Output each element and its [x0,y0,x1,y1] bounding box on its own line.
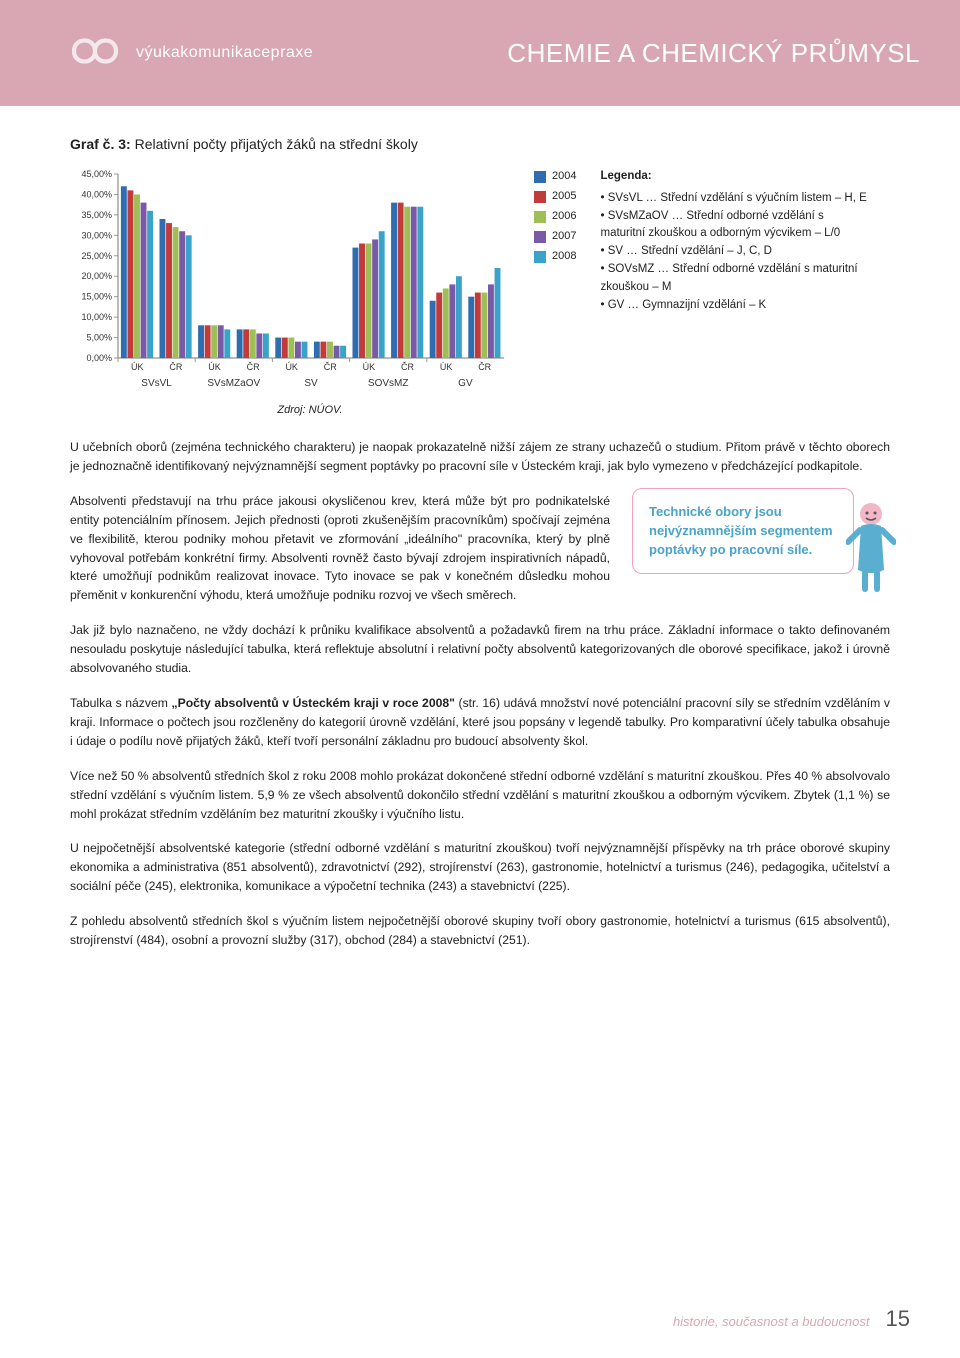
logo: výukakomunikacepraxe [60,27,313,80]
svg-text:SOVsMZ: SOVsMZ [368,378,409,389]
chart-title-prefix: Graf č. 3: [70,136,131,152]
series-legend-row: 2006 [534,208,576,225]
svg-text:ÚK: ÚK [363,362,376,372]
series-legend-row: 2005 [534,188,576,205]
legend-items-list: SVsVL … Střední vzdělání s výučním liste… [600,190,870,315]
svg-text:45,00%: 45,00% [81,169,112,179]
legend-item: SVsVL … Střední vzdělání s výučním liste… [600,190,870,208]
callout-wrap: Absolventi představují na trhu práce jak… [70,492,890,605]
svg-text:SVsMZaOV: SVsMZaOV [207,378,260,389]
callout-box: Technické obory jsou nejvýznamnějším seg… [632,488,854,575]
bar-chart-svg: 45,00% 40,00% 35,00% 30,00% 25,00% 20,00% 15,0… [70,168,510,398]
series-year: 2008 [552,248,576,265]
svg-text:ÚK: ÚK [208,362,221,372]
svg-text:ČR: ČR [478,362,491,372]
svg-text:GV: GV [458,378,473,389]
paragraph-3: Jak již bylo naznačeno, ne vždy dochází … [70,621,890,678]
legend-item: SOVsMZ … Střední odborné vzdělání s matu… [600,261,870,297]
callout-line1: Technické obory jsou [649,504,782,519]
chart-row: 45,00% 40,00% 35,00% 30,00% 25,00% 20,00% 15,0… [70,168,890,398]
person-icon [846,500,896,605]
series-swatch [534,211,546,223]
header-title: CHEMIE A CHEMICKÝ PRŮMYSL [507,38,920,69]
footer: historie, současnost a budoucnost 15 [673,1306,910,1332]
series-year: 2007 [552,228,576,245]
svg-text:ČR: ČR [247,362,260,372]
series-year: 2004 [552,168,576,185]
svg-text:25,00%: 25,00% [81,251,112,261]
series-swatch [534,251,546,263]
svg-text:20,00%: 20,00% [81,271,112,281]
series-legend-row: 2007 [534,228,576,245]
p4a: Tabulka s názvem [70,696,171,710]
legend-item: GV … Gymnazijní vzdělání – K [600,297,870,315]
legend-header: Legenda: [600,168,870,186]
svg-text:5,00%: 5,00% [86,333,112,343]
svg-text:ÚK: ÚK [131,362,144,372]
p4b: „Počty absolventů v Ústeckém kraji v roc… [171,696,454,710]
svg-text:35,00%: 35,00% [81,210,112,220]
legend-item: SV … Střední vzdělání – J, C, D [600,243,870,261]
svg-text:0,00%: 0,00% [86,353,112,363]
legend-item: SVsMZaOV … Střední odborné vzdělání s ma… [600,208,870,244]
svg-text:SVsVL: SVsVL [141,378,172,389]
page-header: výukakomunikacepraxe CHEMIE A CHEMICKÝ P… [0,0,960,106]
logo-text: výukakomunikacepraxe [136,44,313,62]
svg-text:ČR: ČR [401,362,414,372]
paragraph-4: Tabulka s názvem „Počty absolventů v Úst… [70,694,890,751]
callout-line3: poptávky po pracovní síle. [649,542,812,557]
legend-explain: Legenda: SVsVL … Střední vzdělání s výuč… [600,168,870,315]
chart: 45,00% 40,00% 35,00% 30,00% 25,00% 20,00% 15,0… [70,168,510,398]
series-swatch [534,171,546,183]
svg-text:10,00%: 10,00% [81,312,112,322]
chart-source: Zdroj: NÚOV. [70,404,550,416]
svg-text:ČR: ČR [324,362,337,372]
svg-text:15,00%: 15,00% [81,292,112,302]
paragraph-6: U nejpočetnější absolventské kategorie (… [70,839,890,896]
series-year: 2006 [552,208,576,225]
footer-text: historie, současnost a budoucnost [673,1314,870,1329]
series-year: 2005 [552,188,576,205]
paragraph-5: Více než 50 % absolventů středních škol … [70,767,890,824]
series-legend-row: 2004 [534,168,576,185]
series-swatch [534,191,546,203]
knot-icon [60,27,130,80]
svg-text:SV: SV [304,378,318,389]
legend-series: 2004 2005 2006 2007 2008 [534,168,576,268]
svg-text:ÚK: ÚK [440,362,453,372]
chart-title: Graf č. 3: Relativní počty přijatých žák… [70,136,890,152]
series-swatch [534,231,546,243]
page-number: 15 [886,1306,910,1332]
svg-text:ÚK: ÚK [285,362,298,372]
svg-text:30,00%: 30,00% [81,230,112,240]
paragraph-7: Z pohledu absolventů středních škol s vý… [70,912,890,950]
svg-text:ČR: ČR [169,362,182,372]
svg-text:40,00%: 40,00% [81,189,112,199]
series-legend-row: 2008 [534,248,576,265]
chart-title-rest: Relativní počty přijatých žáků na středn… [131,136,418,152]
callout-line2: nejvýznamnějším segmentem [649,523,833,538]
paragraph-1: U učebních oborů (zejména technického ch… [70,438,890,476]
